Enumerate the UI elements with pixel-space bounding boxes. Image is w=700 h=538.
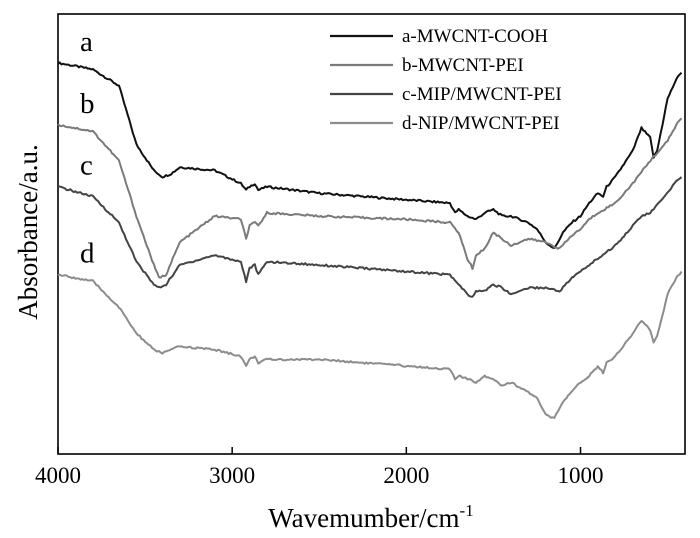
- series-line: [57, 61, 683, 249]
- legend-entry: a-MWCNT-COOH: [402, 26, 548, 47]
- curve-label: b: [80, 88, 95, 120]
- legend: a-MWCNT-COOH b-MWCNT-PEI c-MIP/MWCNT-PEI d-…: [330, 26, 562, 134]
- x-tick-label: 2000: [383, 463, 429, 488]
- curve-label: a: [80, 26, 93, 58]
- series-line: [57, 271, 683, 419]
- plot-frame: [57, 13, 686, 455]
- curve-label: d: [80, 238, 95, 270]
- x-ticks: 4000 3000 2000 1000: [35, 447, 604, 488]
- series-line: [57, 176, 683, 298]
- x-axis-title: Wavemumber/cm-1: [268, 501, 473, 533]
- legend-entry: b-MWCNT-PEI: [402, 55, 524, 76]
- curve-labels: abc d: [80, 26, 95, 270]
- legend-entry: d-NIP/MWCNT-PEI: [402, 113, 560, 134]
- x-tick-label: 4000: [35, 463, 81, 488]
- curve-label: c: [80, 150, 93, 182]
- x-tick-label: 1000: [558, 463, 604, 488]
- legend-entry: c-MIP/MWCNT-PEI: [402, 84, 562, 105]
- series-layer: [57, 61, 683, 419]
- series-line: [57, 117, 683, 279]
- x-tick-label: 3000: [209, 463, 255, 488]
- y-axis-title: Absorbance/a.u.: [13, 144, 43, 319]
